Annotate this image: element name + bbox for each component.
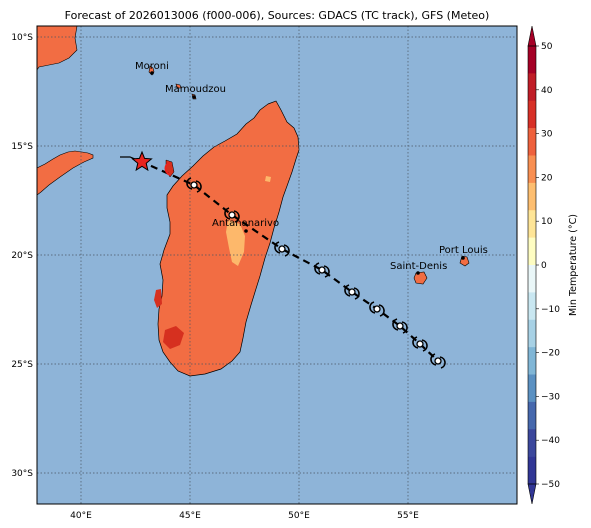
city-label-mamoudzou: Mamoudzou [165,84,226,95]
colorbar-tick-label: −50 [541,480,560,490]
lon-label: 55°E [397,511,419,521]
tropical-cyclone-icon [392,318,408,334]
colorbar-tick-label: −40 [541,436,560,446]
tropical-cyclone-icon [274,241,290,257]
colorbar-tick-label: −10 [541,305,560,315]
lon-label: 50°E [288,511,310,521]
africa-coast [37,26,78,71]
map-frame [36,25,518,505]
tropical-cyclone-icon [186,177,202,193]
lat-label: 10°S [11,33,33,43]
lon-label: 40°E [70,511,92,521]
colorbar-segment [528,347,536,375]
colorbar-segment [528,182,536,211]
tropical-cyclone-icon [412,336,428,352]
longitude-labels: 40°E 45°E 50°E 55°E [70,511,419,521]
colorbar-segment [528,155,536,184]
hot-region-west [154,289,162,308]
tropical-cyclone-icon [314,262,330,278]
colorbar-segment [528,100,536,129]
city-labels: Moroni Mamoudzou Antananarivo Saint-Deni… [135,61,488,272]
mozambique-coast [37,150,94,196]
lon-label: 45°E [179,511,201,521]
forecast-track-line [139,159,439,362]
colorbar-segment [528,456,536,485]
colorbar-label: Min Temperature (°C) [568,214,579,316]
tropical-cyclone-icon [224,207,240,223]
reunion [413,271,428,285]
colorbar-min-extension [527,483,537,505]
lat-label: 25°S [11,360,33,370]
city-label-antananarivo: Antananarivo [212,218,279,229]
colorbar-segment [528,237,536,266]
colorbar-tick-label: −20 [541,349,560,359]
map-panel: Moroni Mamoudzou Antananarivo Saint-Deni… [37,26,517,504]
tropical-cyclone-icon-group [186,177,446,369]
colorbar-segment [528,210,536,238]
colorbar-tick-label: 10 [541,217,553,227]
lat-label: 20°S [11,251,33,261]
colorbar-segment [528,319,536,348]
lat-label: 30°S [11,469,33,479]
colorbar-segment [528,401,536,430]
city-label-port-louis: Port Louis [439,245,488,256]
city-dot-moroni [150,71,154,75]
colorbar-tick-label: 30 [541,130,553,140]
colorbar-segment [528,73,536,102]
cyclone-marker-red [164,162,171,176]
colorbar-ticks: 50 40 30 20 10 0 −10 −20 −30 −40 −50 [536,42,560,490]
colorbar-segment [528,292,536,321]
colorbar-segment [528,374,536,403]
city-label-saint-denis: Saint-Denis [390,261,447,272]
figure-title: Forecast of 2026013006 (f000-006), Sourc… [65,9,490,22]
colorbar-segments [528,46,536,485]
city-dot-antananarivo [244,229,248,233]
colorbar-tick-label: 40 [541,86,553,96]
star-icon [131,150,153,172]
city-dot-mamoudzou [192,95,196,99]
tropical-cyclone-icon [430,353,446,369]
colorbar-tick-label: 20 [541,173,553,183]
colorbar-segment [528,46,536,74]
latitude-labels: 10°S 15°S 20°S 25°S 30°S [11,33,33,479]
colorbar-segment [528,265,536,293]
colorbar-segment [528,128,536,156]
colorbar-tick-label: 50 [541,42,553,52]
colorbar-max-extension [527,25,537,47]
tropical-cyclone-icon [369,301,385,317]
lat-label: 15°S [11,142,33,152]
highland-region [226,220,245,266]
city-dot-port-louis [461,256,465,260]
city-label-moroni: Moroni [135,61,169,72]
anjouan [175,83,182,89]
highland-spot [265,176,271,182]
colorbar-tick-label: −30 [541,392,560,402]
city-markers [150,71,465,275]
tropical-cyclone-icon [344,284,360,300]
colorbar: 50 40 30 20 10 0 −10 −20 −30 −40 −50 Min Temperatu… [527,25,579,505]
colorbar-segment [528,429,536,457]
colorbar-tick-label: 0 [541,261,547,271]
current-position [131,150,171,176]
city-dot-saint-denis [416,271,420,275]
hot-region-south [163,326,184,349]
